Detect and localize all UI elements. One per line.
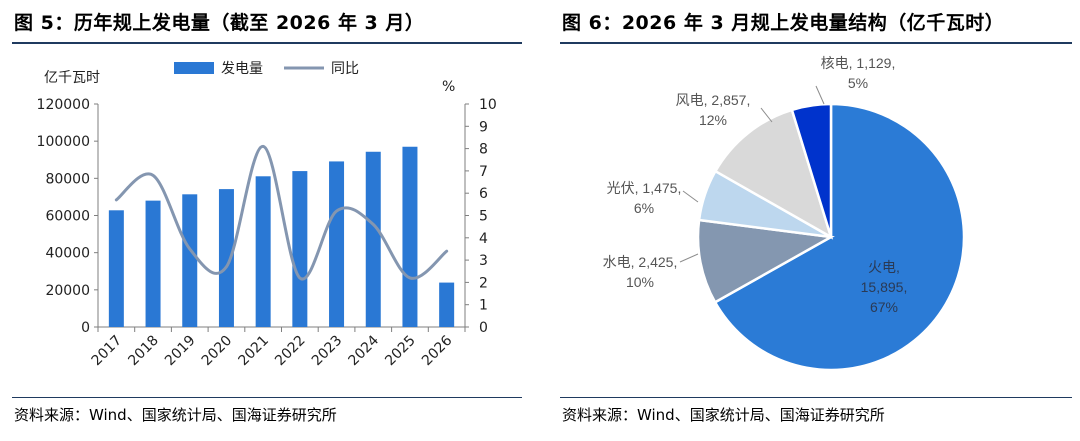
pie-label-0-line-2: 67% — [870, 299, 898, 315]
pie-slice-1 — [696, 218, 835, 304]
right-y-tick-label: 8 — [479, 142, 488, 158]
pie-slice-3 — [713, 108, 834, 240]
left-y-tick-label: 60000 — [45, 209, 90, 225]
right-y-tick-label: 6 — [479, 186, 488, 202]
right-y-tick-label: 0 — [479, 320, 488, 336]
pie-leader-line-1 — [679, 253, 699, 263]
right-y-tick-label: 7 — [479, 164, 488, 180]
left-y-tick-label: 20000 — [45, 283, 90, 299]
bar-generation-2023 — [329, 161, 345, 327]
legend-label-generation: 发电量 — [221, 61, 263, 77]
bar-generation-2017 — [108, 210, 124, 327]
pie-label-1-line-1: 10% — [626, 274, 654, 290]
bar-generation-2025 — [402, 146, 418, 327]
x-tick-label-2026: 2026 — [419, 332, 456, 369]
pie-label-0-line-1: 15,895, — [861, 279, 908, 295]
left-figure-panel: 图 5：历年规上发电量（截至 2026 年 3 月） 0 20000 40000 60… — [0, 0, 530, 441]
right-source-note: 资料来源：Wind、国家统计局、国海证券研究所 — [562, 406, 885, 424]
bar-generation-2024 — [365, 151, 381, 327]
right-title-rule — [560, 42, 1072, 44]
right-y-tick-label: 9 — [479, 119, 488, 135]
left-source-note: 资料来源：Wind、国家统计局、国海证券研究所 — [14, 406, 337, 424]
bar-generation-2022 — [292, 171, 308, 327]
left-y-tick-label: 100000 — [37, 134, 90, 150]
pie-label-0-line-0: 火电, — [868, 259, 900, 275]
bar-generation-2019 — [182, 194, 198, 327]
left-y-tick-label: 0 — [81, 320, 90, 336]
bar-generation-2018 — [145, 200, 161, 327]
bar-generation-2020 — [218, 189, 234, 327]
pie-label-3-line-1: 12% — [699, 112, 727, 128]
right-axis-unit: % — [442, 79, 455, 95]
x-tick-label-2017: 2017 — [89, 333, 126, 370]
right-figure-title: 图 6：2026 年 3 月规上发电量结构（亿千瓦时） — [562, 12, 1005, 34]
x-tick-label-2022: 2022 — [272, 333, 309, 370]
pie-slice-4 — [790, 102, 833, 238]
right-figure-panel: 图 6：2026 年 3 月规上发电量结构（亿千瓦时） 火电, 15,895, 67… — [548, 0, 1080, 441]
x-tick-label-2025: 2025 — [382, 333, 419, 370]
pie-leader-line-3 — [760, 107, 773, 123]
right-footer-rule — [560, 397, 1072, 398]
right-y-tick-label: 2 — [479, 275, 488, 291]
x-tick-label-2018: 2018 — [125, 333, 162, 370]
x-tick-label-2020: 2020 — [199, 333, 236, 370]
left-y-tick-label: 40000 — [45, 246, 90, 262]
right-y-tick-label: 3 — [479, 253, 488, 269]
pie-leader-line-2 — [682, 190, 699, 203]
right-y-tick-label: 1 — [479, 298, 488, 314]
pie-label-4-line-0: 核电, 1,129, — [821, 55, 896, 71]
left-y-tick-label: 120000 — [37, 97, 90, 113]
legend-label-yoy: 同比 — [331, 61, 359, 77]
right-y-tick-label: 4 — [479, 231, 488, 247]
x-tick-label-2019: 2019 — [162, 333, 199, 370]
left-axis-unit: 亿千瓦时 — [44, 70, 100, 86]
pie-slice-0 — [713, 102, 966, 372]
generation-structure-pie: 火电, 15,895, 67% 水电, 2,425, 10% 光伏, 1,475, 6% 风电… — [603, 55, 966, 372]
legend-swatch-generation — [174, 62, 214, 74]
generation-combo-chart: 0 20000 40000 60000 80000 100000 120000 0 1 2 3 4 5 6… — [37, 61, 497, 370]
pie-label-3-line-0: 风电, 2,857, — [676, 92, 751, 108]
left-footer-rule — [12, 397, 522, 398]
x-tick-label-2021: 2021 — [235, 333, 272, 370]
x-tick-label-2024: 2024 — [346, 332, 383, 369]
left-figure-title: 图 5：历年规上发电量（截至 2026 年 3 月） — [14, 12, 425, 34]
pie-leader-line-4 — [815, 85, 825, 105]
bar-generation-2026 — [439, 282, 455, 327]
pie-label-2-line-1: 6% — [634, 200, 654, 216]
right-y-tick-label: 10 — [479, 97, 497, 113]
x-tick-label-2023: 2023 — [309, 333, 346, 370]
right-y-tick-label: 5 — [479, 209, 488, 225]
pie-label-1-line-0: 水电, 2,425, — [603, 254, 678, 270]
left-title-rule — [12, 42, 522, 44]
pie-label-2-line-0: 光伏, 1,475, — [607, 180, 682, 196]
line-yoy-growth — [114, 144, 449, 281]
left-y-tick-label: 80000 — [45, 171, 90, 187]
bar-generation-2021 — [255, 176, 271, 327]
pie-label-4-line-1: 5% — [848, 75, 868, 91]
